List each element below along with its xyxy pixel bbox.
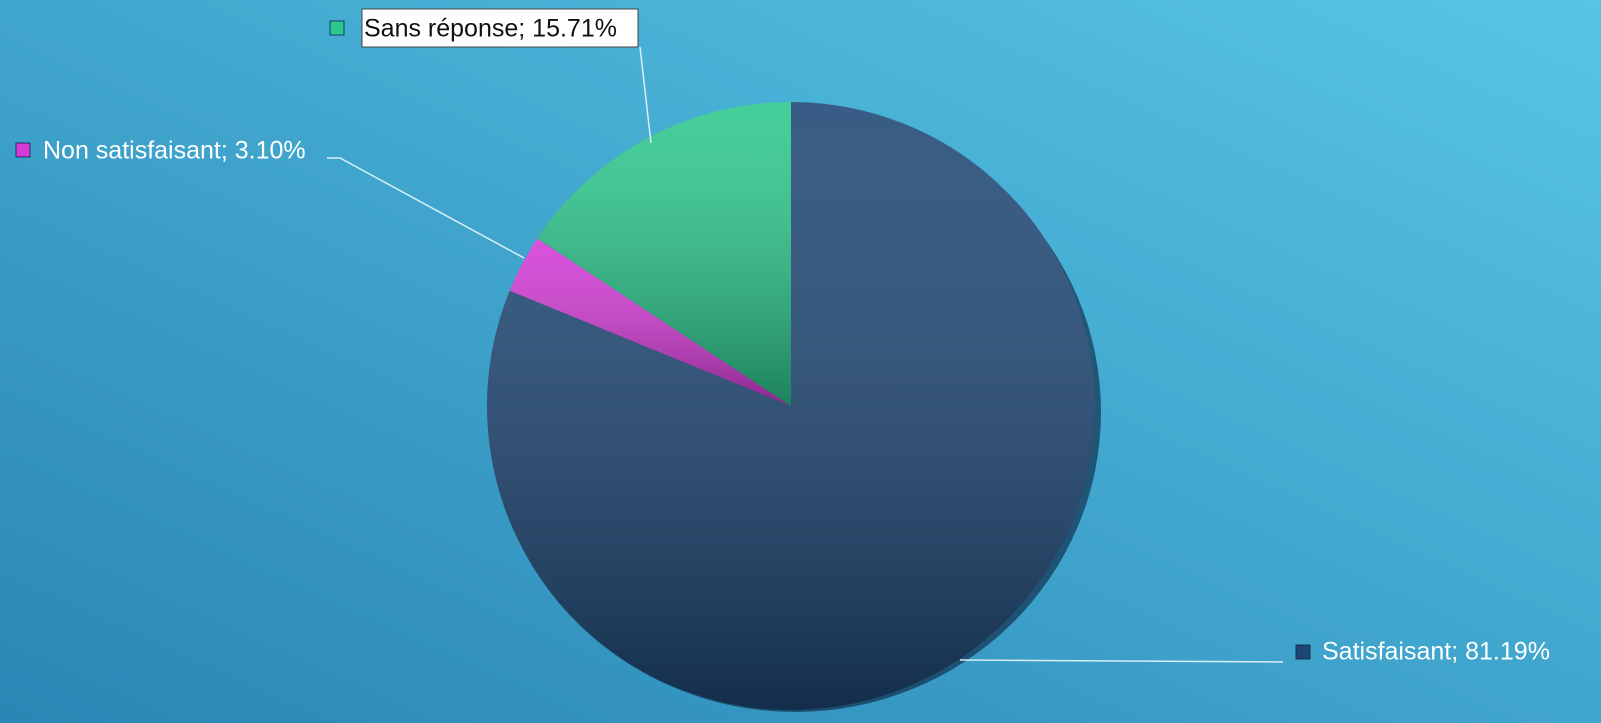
label-box <box>361 8 639 48</box>
leader-line <box>959 659 1284 663</box>
leader-line <box>639 46 652 144</box>
legend-marker <box>1295 644 1311 660</box>
data-label: Satisfaisant; 81.19% <box>1322 638 1550 666</box>
slice-shade <box>537 102 791 406</box>
slice-shade <box>509 238 791 406</box>
data-label: Sans réponse; 15.71% <box>364 15 617 43</box>
data-label: Non satisfaisant; 3.10% <box>43 137 306 165</box>
legend-marker <box>15 142 31 158</box>
legend-marker <box>329 20 345 36</box>
leader-line <box>327 157 525 259</box>
